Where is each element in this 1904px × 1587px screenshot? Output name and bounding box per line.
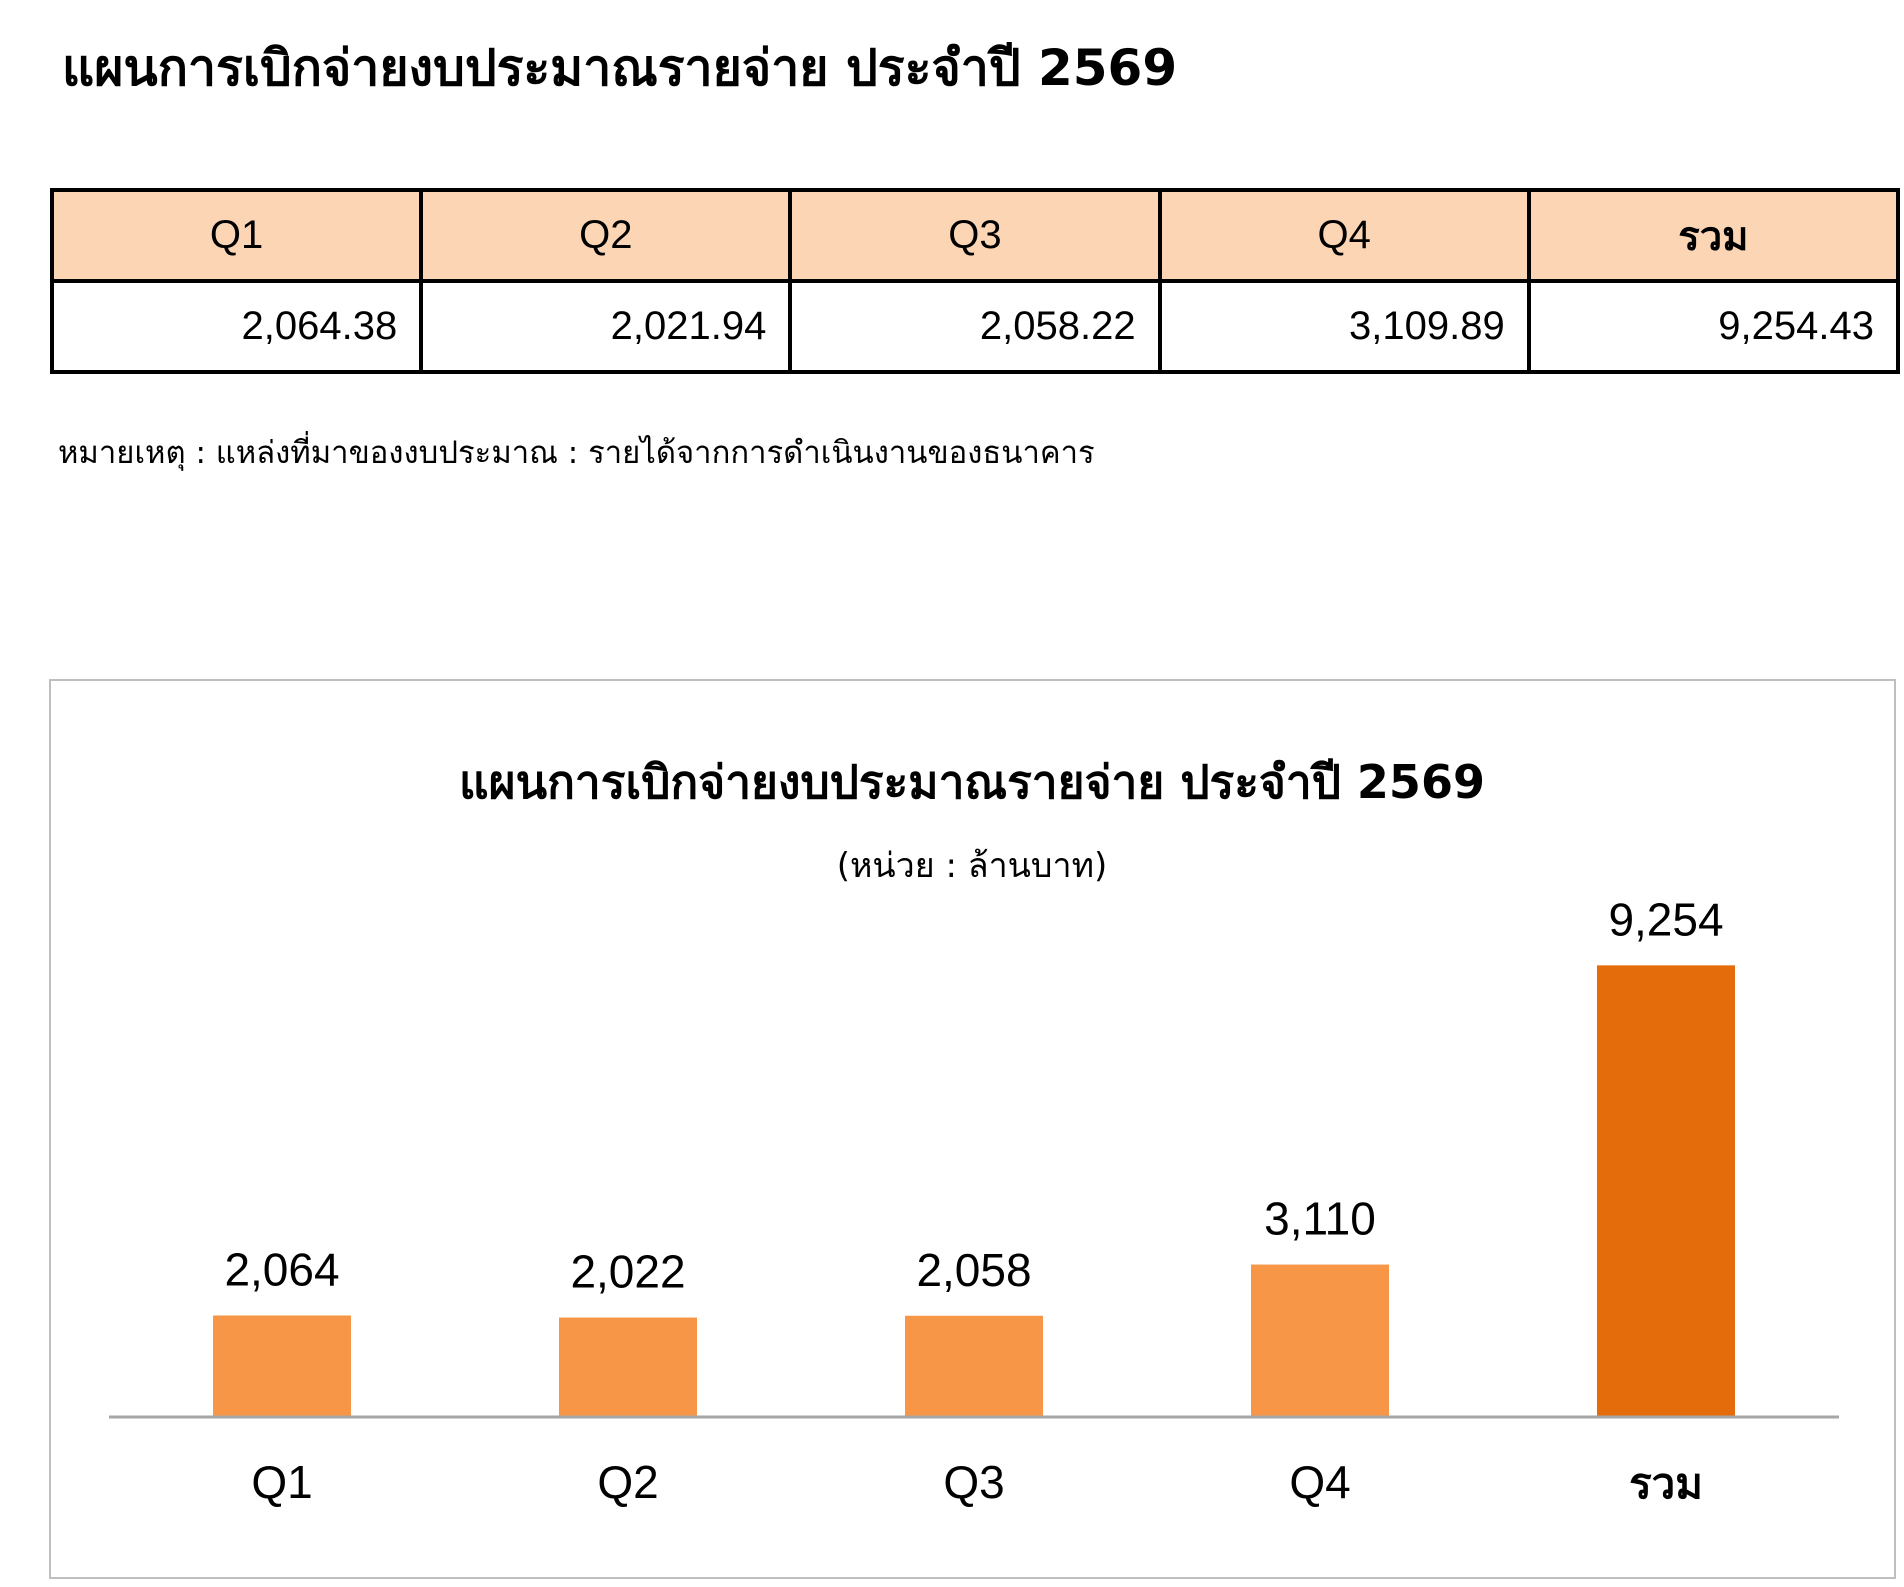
page-title: แผนการเบิกจ่ายงบประมาณรายจ่าย ประจำปี 25… (62, 39, 1178, 97)
header-q1: Q1 (49, 188, 424, 283)
x-tick-label: Q4 (1289, 1456, 1350, 1508)
chart-title: แผนการเบิกจ่ายงบประมาณรายจ่าย ประจำปี 25… (459, 755, 1485, 809)
header-q2: Q2 (419, 188, 793, 283)
header-q3: Q3 (788, 188, 1162, 283)
bar-q3 (905, 1315, 1043, 1416)
x-tick-label: Q2 (597, 1456, 658, 1508)
x-tick-label: Q1 (251, 1456, 312, 1508)
header-q4: Q4 (1157, 188, 1531, 283)
table-header-row: Q1 Q2 Q3 Q4 รวม (49, 188, 1901, 283)
x-tick-label: Q3 (943, 1456, 1004, 1508)
header-total: รวม (1526, 188, 1901, 283)
chart-frame: แผนการเบิกจ่ายงบประมาณรายจ่าย ประจำปี 25… (49, 679, 1896, 1579)
cell-q3: 2,058.22 (788, 279, 1162, 374)
budget-table: Q1 Q2 Q3 Q4 รวม 2,064.38 2,021.94 2,058.… (49, 188, 1901, 374)
cell-q2: 2,021.94 (419, 279, 793, 374)
cell-q4: 3,109.89 (1157, 279, 1531, 374)
data-label: 3,110 (1264, 1193, 1376, 1245)
table-row: 2,064.38 2,021.94 2,058.22 3,109.89 9,25… (49, 279, 1901, 374)
bar-q1 (213, 1315, 351, 1416)
bar-series: 2,064 Q1 2,022 Q2 2,058 Q3 3,110 Q4 9,254 รวม (213, 893, 1735, 1508)
bar-chart: แผนการเบิกจ่ายงบประมาณรายจ่าย ประจำปี 25… (109, 755, 1839, 1508)
data-label: 2,064 (224, 1243, 339, 1295)
data-label: 2,058 (916, 1244, 1031, 1296)
cell-total: 9,254.43 (1526, 279, 1901, 374)
bar-total (1597, 965, 1735, 1416)
data-label: 2,022 (570, 1246, 685, 1298)
chart-subtitle: (หน่วย : ล้านบาท) (837, 846, 1108, 886)
source-note: หมายเหตุ : แหล่งที่มาของงบประมาณ : รายได… (58, 435, 1095, 471)
bar-q4 (1251, 1264, 1389, 1416)
cell-q1: 2,064.38 (49, 279, 424, 374)
bar-q2 (559, 1317, 697, 1416)
x-tick-label: รวม (1629, 1459, 1703, 1508)
data-label: 9,254 (1608, 893, 1723, 945)
